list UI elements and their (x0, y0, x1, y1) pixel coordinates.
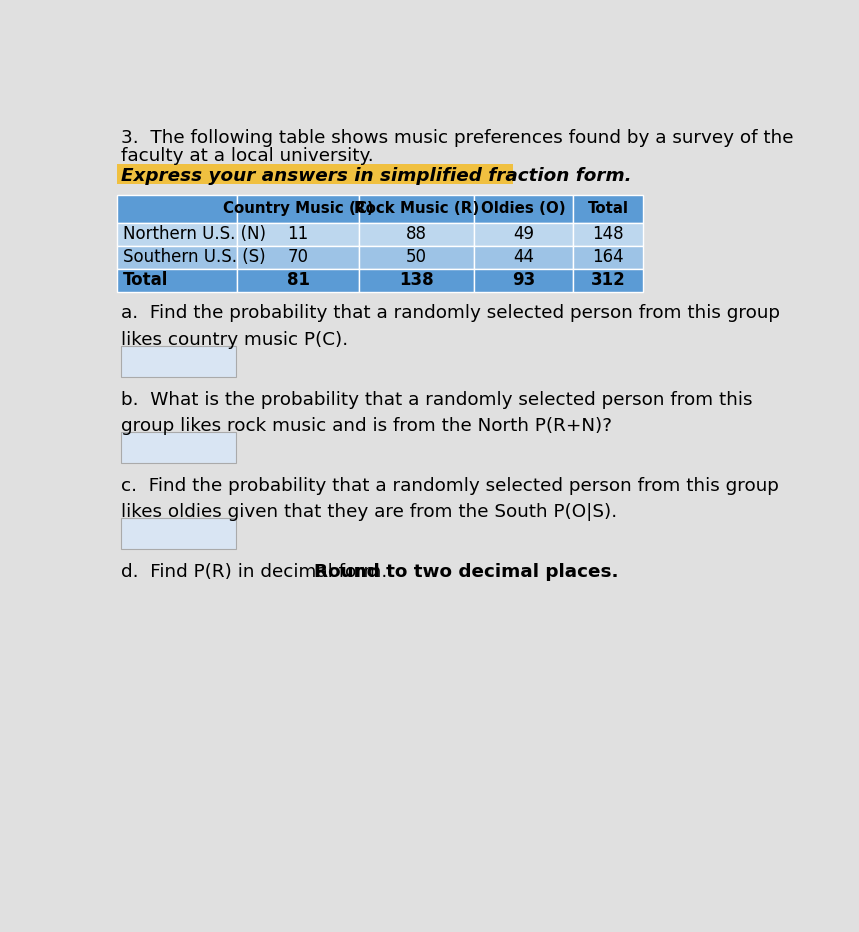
Text: Rock Music (R): Rock Music (R) (354, 201, 479, 216)
Text: Northern U.S. (N): Northern U.S. (N) (123, 226, 266, 243)
Text: 148: 148 (592, 226, 624, 243)
Text: 44: 44 (513, 248, 534, 267)
Text: 164: 164 (592, 248, 624, 267)
Text: a.  Find the probability that a randomly selected person from this group
likes c: a. Find the probability that a randomly … (121, 305, 780, 349)
Text: faculty at a local university.: faculty at a local university. (121, 147, 374, 165)
Text: Southern U.S. (S): Southern U.S. (S) (123, 248, 265, 267)
Text: 50: 50 (406, 248, 427, 267)
Text: 70: 70 (288, 248, 308, 267)
FancyBboxPatch shape (359, 195, 474, 223)
Text: 312: 312 (591, 271, 625, 290)
FancyBboxPatch shape (573, 223, 643, 246)
Text: Oldies (O): Oldies (O) (481, 201, 566, 216)
FancyBboxPatch shape (121, 518, 236, 549)
Text: 88: 88 (406, 226, 427, 243)
Text: Total: Total (588, 201, 629, 216)
FancyBboxPatch shape (474, 269, 573, 292)
FancyBboxPatch shape (359, 246, 474, 269)
FancyBboxPatch shape (237, 246, 359, 269)
Text: b.  What is the probability that a randomly selected person from this
group like: b. What is the probability that a random… (121, 391, 752, 435)
FancyBboxPatch shape (359, 223, 474, 246)
Text: c.  Find the probability that a randomly selected person from this group
likes o: c. Find the probability that a randomly … (121, 477, 779, 521)
FancyBboxPatch shape (573, 269, 643, 292)
FancyBboxPatch shape (117, 195, 237, 223)
FancyBboxPatch shape (117, 164, 514, 185)
FancyBboxPatch shape (237, 269, 359, 292)
FancyBboxPatch shape (474, 195, 573, 223)
Text: d.  Find P(R) in decimal form.: d. Find P(R) in decimal form. (121, 563, 393, 581)
Text: 11: 11 (288, 226, 308, 243)
Text: Round to two decimal places.: Round to two decimal places. (314, 563, 618, 581)
FancyBboxPatch shape (474, 223, 573, 246)
FancyBboxPatch shape (474, 246, 573, 269)
FancyBboxPatch shape (121, 432, 236, 463)
Text: Express your answers in simplified fraction form.: Express your answers in simplified fract… (121, 167, 632, 185)
FancyBboxPatch shape (117, 246, 237, 269)
FancyBboxPatch shape (573, 246, 643, 269)
Text: 49: 49 (513, 226, 534, 243)
Text: Country Music (C): Country Music (C) (222, 201, 374, 216)
FancyBboxPatch shape (117, 223, 237, 246)
FancyBboxPatch shape (359, 269, 474, 292)
FancyBboxPatch shape (573, 195, 643, 223)
FancyBboxPatch shape (117, 269, 237, 292)
Text: 3.  The following table shows music preferences found by a survey of the: 3. The following table shows music prefe… (121, 129, 794, 146)
FancyBboxPatch shape (237, 195, 359, 223)
Text: 81: 81 (287, 271, 309, 290)
FancyBboxPatch shape (237, 223, 359, 246)
FancyBboxPatch shape (121, 346, 236, 377)
Text: Total: Total (123, 271, 168, 290)
Text: 138: 138 (399, 271, 434, 290)
Text: 93: 93 (512, 271, 535, 290)
